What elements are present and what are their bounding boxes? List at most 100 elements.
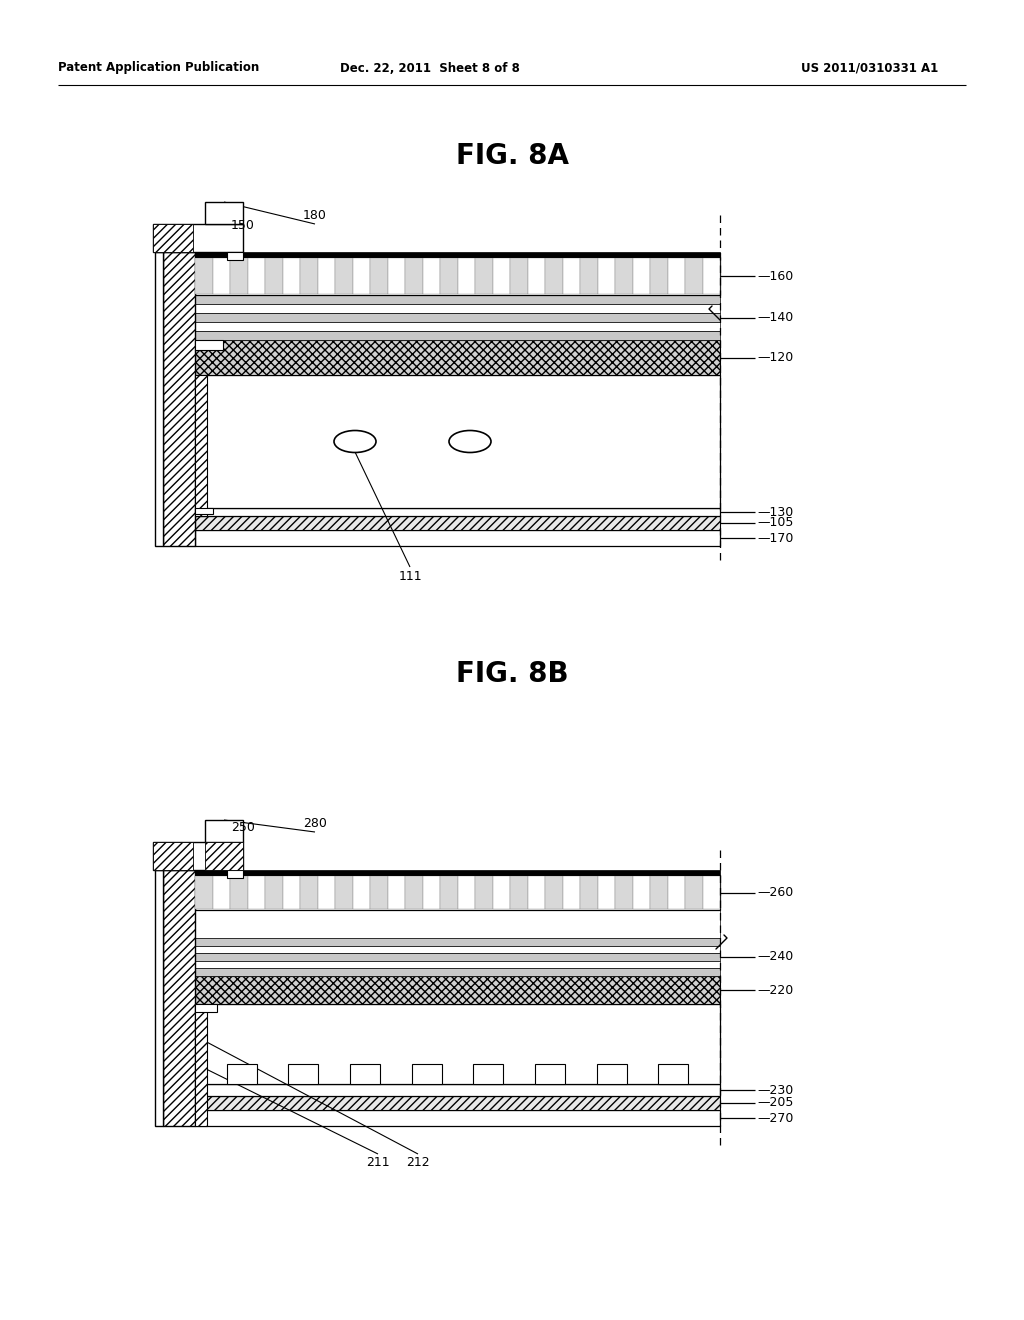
Bar — [248, 257, 265, 294]
Bar — [458, 257, 475, 294]
Bar — [248, 876, 265, 909]
Bar — [195, 875, 720, 909]
Bar — [650, 257, 668, 294]
Bar — [412, 1064, 441, 1084]
Bar — [195, 516, 720, 531]
Bar — [155, 252, 163, 546]
Bar — [195, 1096, 720, 1110]
Bar — [562, 257, 580, 294]
Bar — [545, 257, 562, 294]
Bar — [597, 876, 615, 909]
Bar — [458, 876, 475, 909]
Bar — [317, 257, 335, 294]
Bar — [317, 876, 335, 909]
Text: 280: 280 — [303, 817, 327, 830]
Text: —120: —120 — [757, 351, 794, 364]
Bar — [510, 876, 527, 909]
Text: 150: 150 — [231, 219, 255, 232]
Bar — [406, 257, 423, 294]
Bar — [562, 876, 580, 909]
Bar — [650, 876, 668, 909]
Bar — [440, 876, 458, 909]
Bar — [195, 341, 223, 350]
Bar — [230, 257, 248, 294]
Bar — [597, 257, 615, 294]
Bar — [335, 257, 352, 294]
Text: —220: —220 — [757, 983, 794, 997]
Bar — [227, 870, 243, 878]
Bar — [440, 257, 458, 294]
Bar — [387, 257, 406, 294]
Bar — [195, 969, 720, 975]
Bar — [195, 531, 720, 546]
Text: —105: —105 — [757, 516, 794, 529]
Text: —170: —170 — [757, 532, 794, 544]
Bar — [195, 945, 720, 953]
Bar — [195, 870, 720, 875]
Bar — [423, 876, 440, 909]
Bar — [195, 1005, 217, 1012]
Bar — [493, 876, 510, 909]
Bar — [153, 224, 193, 252]
Bar — [300, 257, 317, 294]
Text: 250: 250 — [231, 821, 255, 834]
Bar — [685, 876, 702, 909]
Bar — [163, 870, 195, 1126]
Bar — [153, 842, 243, 870]
Text: —270: —270 — [757, 1111, 794, 1125]
Bar — [195, 375, 207, 516]
Bar — [195, 252, 720, 257]
Text: US 2011/0310331 A1: US 2011/0310331 A1 — [802, 62, 939, 74]
Bar — [283, 257, 300, 294]
Bar — [265, 876, 283, 909]
Bar — [387, 876, 406, 909]
Bar — [352, 876, 370, 909]
Bar — [153, 842, 193, 870]
Bar — [545, 876, 562, 909]
Bar — [493, 257, 510, 294]
Bar — [205, 820, 243, 842]
Bar — [300, 876, 317, 909]
Bar — [615, 876, 633, 909]
Text: —260: —260 — [757, 886, 794, 899]
Bar — [580, 257, 597, 294]
Text: FIG. 8A: FIG. 8A — [456, 143, 568, 170]
Bar — [195, 375, 720, 508]
Bar — [230, 876, 248, 909]
Text: 111: 111 — [398, 570, 422, 583]
Bar — [195, 1005, 207, 1126]
Bar — [195, 1110, 720, 1126]
Bar — [370, 257, 387, 294]
Bar — [226, 1064, 257, 1084]
Bar — [685, 257, 702, 294]
Bar — [335, 876, 352, 909]
Text: 212: 212 — [407, 1156, 430, 1170]
Bar — [475, 876, 493, 909]
Bar — [527, 876, 545, 909]
Bar — [195, 294, 720, 304]
Bar — [213, 257, 230, 294]
Bar — [195, 508, 213, 513]
Bar — [195, 257, 213, 294]
Bar — [195, 953, 720, 961]
Bar — [473, 1064, 504, 1084]
Bar — [227, 252, 243, 260]
Bar — [195, 257, 720, 294]
Bar — [195, 1084, 720, 1096]
Bar — [658, 1064, 688, 1084]
Bar — [580, 876, 597, 909]
Text: —140: —140 — [757, 312, 794, 323]
Bar — [527, 257, 545, 294]
Bar — [615, 257, 633, 294]
Text: —230: —230 — [757, 1084, 794, 1097]
Ellipse shape — [449, 430, 490, 453]
Bar — [702, 876, 720, 909]
Bar — [195, 508, 720, 516]
Bar — [633, 876, 650, 909]
Text: 211: 211 — [367, 1156, 390, 1170]
Ellipse shape — [334, 430, 376, 453]
Text: —130: —130 — [757, 506, 794, 519]
Bar — [195, 313, 720, 322]
Bar — [283, 876, 300, 909]
Bar — [213, 876, 230, 909]
